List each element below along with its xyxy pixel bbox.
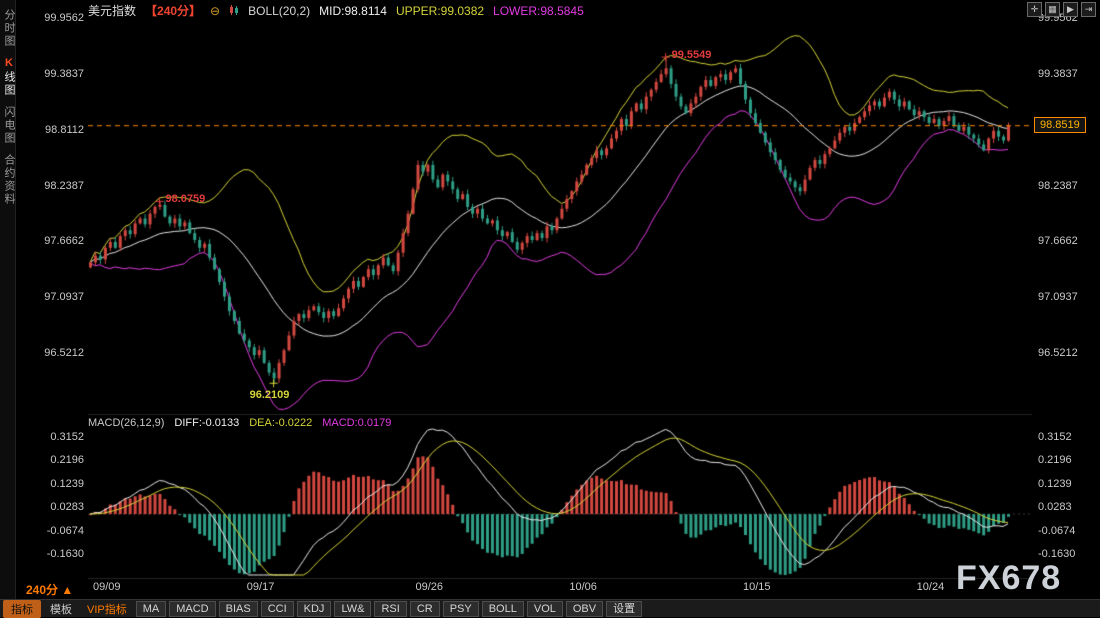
app-root: 美元指数 【240分】 ⊖ BOLL(20,2) MID:98.8114 UPP… (0, 0, 1100, 617)
end-icon[interactable]: ⇥ (1081, 2, 1096, 17)
toolbar-item-cr[interactable]: CR (410, 601, 440, 617)
sidebar-tab-kline-chart[interactable]: K线图 (1, 57, 17, 97)
boll-mid-value: MID:98.8114 (319, 4, 387, 18)
toolbar-item-indicator[interactable]: 指标 (3, 600, 41, 618)
macd-header: MACD(26,12,9) DIFF:-0.0133 DEA:-0.0222 M… (88, 417, 391, 429)
price-annotation: 98.0759 (165, 193, 205, 205)
sidebar-tab-contract-info[interactable]: 合约资料 (1, 154, 17, 206)
period-label: 【240分】 (145, 2, 201, 19)
toolbar-item-obv[interactable]: OBV (566, 601, 603, 617)
period-badge[interactable]: 240分 ▲ (26, 581, 73, 598)
price-annotation: 99.5549 (672, 49, 712, 61)
date-label: 09/09 (93, 581, 133, 593)
price-annotation: 96.2109 (250, 389, 290, 401)
price-tick-left: 97.6662 (34, 235, 84, 247)
boll-upper-value: UPPER:99.0382 (396, 4, 484, 18)
price-tick-right: 97.0937 (1038, 291, 1088, 303)
toolbar-item-psy[interactable]: PSY (443, 601, 479, 617)
kline-icon (229, 5, 239, 16)
date-label: 10/06 (569, 581, 609, 593)
price-tick-left: 96.5212 (34, 347, 84, 359)
price-tick-right: 98.2387 (1038, 180, 1088, 192)
date-label: 10/24 (917, 581, 957, 593)
grid-icon[interactable]: ▦ (1045, 2, 1060, 17)
toolbar-item-macd[interactable]: MACD (169, 601, 215, 617)
toolbar-item-vol[interactable]: VOL (527, 601, 563, 617)
chart-type-sidebar: 分时图 K线图 闪电图 合约资料 (0, 0, 16, 599)
macd-tick-right: -0.0674 (1038, 525, 1088, 537)
macd-tick-right: 0.3152 (1038, 431, 1088, 443)
price-tick-right: 96.5212 (1038, 347, 1088, 359)
date-label: 09/26 (416, 581, 456, 593)
price-tick-left: 99.9562 (34, 12, 84, 24)
watermark: FX678 (956, 559, 1061, 598)
boll-lower-value: LOWER:98.5845 (493, 4, 584, 18)
toolbar-item-rsi[interactable]: RSI (374, 601, 406, 617)
date-label: 10/15 (743, 581, 783, 593)
macd-tick-right: 0.1239 (1038, 478, 1088, 490)
toolbar-item-lwr[interactable]: LW& (334, 601, 371, 617)
toolbar-item-settings[interactable]: 设置 (606, 601, 642, 617)
macd-tick-left: 0.0283 (34, 501, 84, 513)
toolbar-item-bias[interactable]: BIAS (219, 601, 258, 617)
macd-tick-left: 0.3152 (34, 431, 84, 443)
macd-dea-value: DEA:-0.0222 (249, 417, 312, 429)
macd-diff-value: DIFF:-0.0133 (174, 417, 239, 429)
bottom-toolbar: 指标模板VIP指标MAMACDBIASCCIKDJLW&RSICRPSYBOLL… (0, 599, 1100, 617)
forward-icon[interactable]: ▶ (1063, 2, 1078, 17)
macd-params-label: MACD(26,12,9) (88, 417, 164, 429)
toolbar-item-ma[interactable]: MA (136, 601, 167, 617)
chart-canvas[interactable] (0, 0, 1100, 617)
macd-tick-right: 0.2196 (1038, 454, 1088, 466)
macd-value: MACD:0.0179 (322, 417, 391, 429)
last-price-tag: 98.8519 (1034, 117, 1086, 133)
price-tick-right: 97.6662 (1038, 235, 1088, 247)
price-tick-left: 99.3837 (34, 68, 84, 80)
toolbar-item-boll[interactable]: BOLL (482, 601, 524, 617)
collapse-icon[interactable]: ⊖ (210, 4, 220, 18)
toolbar-item-kdj[interactable]: KDJ (297, 601, 332, 617)
date-label: 09/17 (247, 581, 287, 593)
price-tick-left: 98.2387 (34, 180, 84, 192)
toolbar-item-vip-indicator[interactable]: VIP指标 (81, 600, 133, 618)
period-badge-label: 240分 (26, 583, 58, 597)
price-tick-left: 97.0937 (34, 291, 84, 303)
sidebar-tab-lightning-chart[interactable]: 闪电图 (1, 106, 17, 145)
sidebar-tab-time-chart[interactable]: 分时图 (1, 9, 17, 48)
chart-header: 美元指数 【240分】 ⊖ BOLL(20,2) MID:98.8114 UPP… (88, 2, 584, 19)
macd-tick-left: -0.1630 (34, 548, 84, 560)
price-tick-left: 98.8112 (34, 124, 84, 136)
instrument-title: 美元指数 (88, 2, 136, 19)
macd-tick-right: -0.1630 (1038, 548, 1088, 560)
boll-settings-label: BOLL(20,2) (248, 4, 310, 18)
window-controls: ✛ ▦ ▶ ⇥ (1027, 2, 1096, 17)
crosshair-icon[interactable]: ✛ (1027, 2, 1042, 17)
up-triangle-icon: ▲ (61, 583, 73, 597)
toolbar-item-cci[interactable]: CCI (261, 601, 294, 617)
macd-tick-left: -0.0674 (34, 525, 84, 537)
macd-tick-left: 0.2196 (34, 454, 84, 466)
macd-tick-right: 0.0283 (1038, 501, 1088, 513)
macd-tick-left: 0.1239 (34, 478, 84, 490)
price-tick-right: 99.3837 (1038, 68, 1088, 80)
toolbar-item-template[interactable]: 模板 (44, 600, 78, 618)
